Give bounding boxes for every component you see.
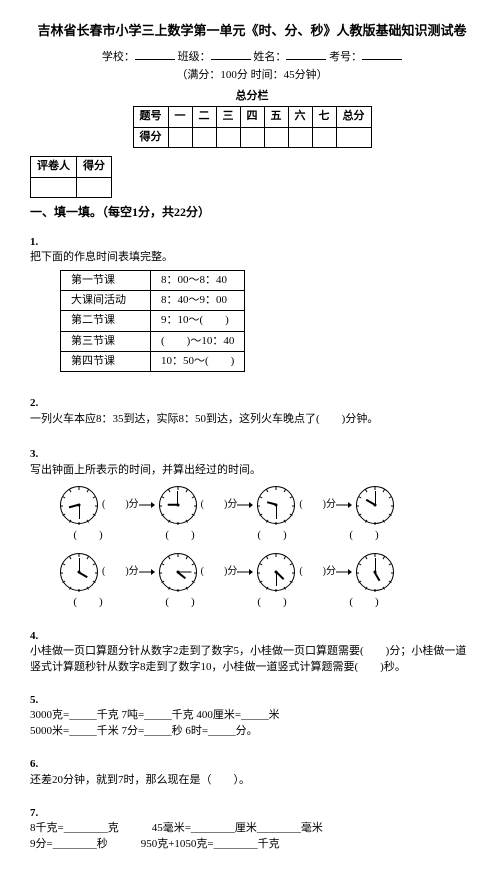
gap-arrow: ( )分 <box>299 498 352 512</box>
score-value-row: 得分 <box>133 127 371 147</box>
marker-c2: 得分 <box>77 157 112 177</box>
times-row: ( ) ( ) ( ) ( ) <box>60 528 474 543</box>
clock-face <box>60 553 98 591</box>
s-r0c1: 8：00～8：40 <box>151 270 245 290</box>
time-blank[interactable]: ( ) <box>152 595 208 610</box>
s-r4c0: 第四节课 <box>61 352 151 372</box>
clock-rows-container: ( )分( )分( )分( )( )( )( )( )分( )分( )分( )(… <box>30 486 474 611</box>
s-r3c1: ( )～10：40 <box>151 331 245 351</box>
q1-num: 1. <box>30 235 474 250</box>
td-label: 得分 <box>133 127 168 147</box>
section-1-heading: 一、填一填。（每空1分，共22分） <box>30 204 474 221</box>
clock-row: ( )分 ( )分 ( )分 <box>60 486 474 524</box>
td-2[interactable] <box>192 127 216 147</box>
gap-label: ( )分 <box>201 565 238 579</box>
marker-table: 评卷人 得分 <box>30 156 112 198</box>
class-label: 班级： <box>178 51 211 63</box>
td-3[interactable] <box>216 127 240 147</box>
gap-label: ( )分 <box>102 498 139 512</box>
td-1[interactable] <box>168 127 192 147</box>
name-blank[interactable] <box>286 48 326 60</box>
gap-arrow: ( )分 <box>299 565 352 579</box>
time-blank[interactable]: ( ) <box>60 528 116 543</box>
q3-num: 3. <box>30 447 474 462</box>
clock-face <box>356 553 394 591</box>
td-total[interactable] <box>336 127 371 147</box>
td-4[interactable] <box>240 127 264 147</box>
time-blank[interactable]: ( ) <box>244 595 300 610</box>
time-blank[interactable]: ( ) <box>60 595 116 610</box>
th-6: 六 <box>288 107 312 127</box>
q3-text: 写出钟面上所表示的时间，并算出经过的时间。 <box>30 463 474 478</box>
gap-arrow: ( )分 <box>102 565 155 579</box>
schedule-table: 第一节课8：00～8：40 大课间活动8：40～9：00 第二节课9：10～( … <box>60 270 245 373</box>
times-row: ( ) ( ) ( ) ( ) <box>60 595 474 610</box>
score-table: 题号 一 二 三 四 五 六 七 总分 得分 <box>133 106 372 148</box>
clock-face <box>257 553 295 591</box>
s-r4c1: 10：50～( ) <box>151 352 245 372</box>
examno-blank[interactable] <box>362 48 402 60</box>
name-label: 姓名： <box>253 51 286 63</box>
th-3: 三 <box>216 107 240 127</box>
td-7[interactable] <box>312 127 336 147</box>
class-blank[interactable] <box>211 48 251 60</box>
q1-text: 把下面的作息时间表填完整。 <box>30 250 474 265</box>
marker-c1: 评卷人 <box>31 157 77 177</box>
clock-row: ( )分 ( )分 ( )分 <box>60 553 474 591</box>
school-blank[interactable] <box>135 48 175 60</box>
q2-text: 一列火车本应8：35到达，实际8：50到达，这列火车晚点了( )分钟。 <box>30 412 474 427</box>
s-r2c0: 第二节课 <box>61 311 151 331</box>
th-4: 四 <box>240 107 264 127</box>
doc-title: 吉林省长春市小学三上数学第一单元《时、分、秒》人教版基础知识测试卷 <box>30 22 474 40</box>
td-5[interactable] <box>264 127 288 147</box>
q5-line1: 3000克=_____千克 7吨=_____千克 400厘米=_____米 <box>30 708 474 723</box>
time-blank[interactable]: ( ) <box>336 528 392 543</box>
clock-face <box>60 486 98 524</box>
th-5: 五 <box>264 107 288 127</box>
marker-blank2[interactable] <box>77 177 112 197</box>
full-score-line: （满分：100分 时间：45分钟） <box>30 68 474 83</box>
td-6[interactable] <box>288 127 312 147</box>
q2-num: 2. <box>30 396 474 411</box>
th-1: 一 <box>168 107 192 127</box>
th-total: 总分 <box>336 107 371 127</box>
info-line: 学校： 班级： 姓名： 考号： <box>30 48 474 65</box>
score-bar-title: 总分栏 <box>30 89 474 104</box>
q5-line2: 5000米=_____千米 7分=_____秒 6时=_____分。 <box>30 724 474 739</box>
th-2: 二 <box>192 107 216 127</box>
q7-line1: 8千克=________克 45毫米=________厘米________毫米 <box>30 821 474 836</box>
school-label: 学校： <box>102 51 135 63</box>
th-num: 题号 <box>133 107 168 127</box>
clock-face <box>356 486 394 524</box>
s-r2c1: 9：10～( ) <box>151 311 245 331</box>
gap-label: ( )分 <box>299 498 336 512</box>
gap-label: ( )分 <box>299 565 336 579</box>
clock-face <box>159 486 197 524</box>
q4-num: 4. <box>30 629 474 644</box>
s-r1c0: 大课间活动 <box>61 290 151 310</box>
q5-num: 5. <box>30 693 474 708</box>
gap-arrow: ( )分 <box>201 498 254 512</box>
s-r3c0: 第三节课 <box>61 331 151 351</box>
th-7: 七 <box>312 107 336 127</box>
gap-arrow: ( )分 <box>201 565 254 579</box>
clock-face <box>257 486 295 524</box>
gap-arrow: ( )分 <box>102 498 155 512</box>
gap-label: ( )分 <box>201 498 238 512</box>
score-header-row: 题号 一 二 三 四 五 六 七 总分 <box>133 107 371 127</box>
q4-text: 小桂做一页口算题分针从数字2走到了数字5，小桂做一页口算题需要( )分；小桂做一… <box>30 644 474 675</box>
time-blank[interactable]: ( ) <box>336 595 392 610</box>
marker-blank1[interactable] <box>31 177 77 197</box>
time-blank[interactable]: ( ) <box>244 528 300 543</box>
q6-text: 还差20分钟，就到7时，那么现在是（ ）。 <box>30 773 474 788</box>
time-blank[interactable]: ( ) <box>152 528 208 543</box>
gap-label: ( )分 <box>102 565 139 579</box>
s-r0c0: 第一节课 <box>61 270 151 290</box>
q7-line2: 9分=________秒 950克+1050克=________千克 <box>30 837 474 852</box>
q7-num: 7. <box>30 806 474 821</box>
examno-label: 考号： <box>329 51 362 63</box>
q6-num: 6. <box>30 757 474 772</box>
clock-face <box>159 553 197 591</box>
s-r1c1: 8：40～9：00 <box>151 290 245 310</box>
